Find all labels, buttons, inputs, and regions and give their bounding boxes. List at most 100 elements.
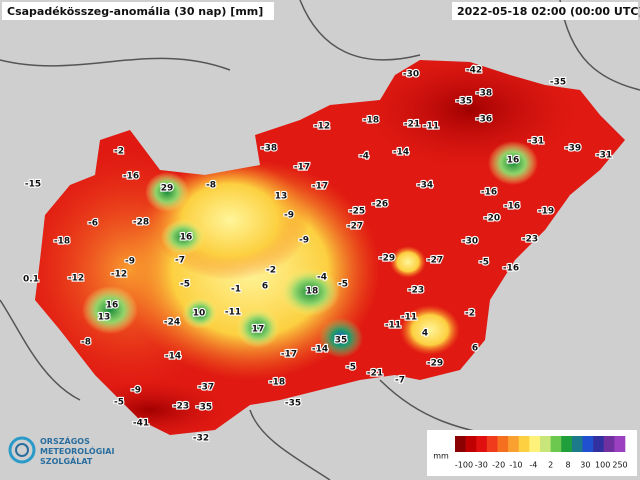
station-value: -12 [111, 270, 127, 280]
station-value: -16 [481, 188, 497, 198]
station-value: -23 [408, 286, 424, 296]
station-value: -34 [417, 181, 433, 191]
logo-line: METEOROLÓGIAI [40, 445, 114, 456]
legend-unit: mm [433, 452, 449, 461]
legend-tick: 8 [565, 461, 570, 470]
station-value: -16 [503, 264, 519, 274]
timestamp: 2022-05-18 02:00 (00:00 UTC) [457, 5, 640, 18]
station-value: -31 [596, 151, 612, 161]
legend-tick: -10 [509, 461, 522, 470]
legend-swatch [497, 436, 509, 452]
station-value: -5 [338, 280, 348, 290]
station-value: -9 [125, 257, 135, 267]
legend-swatch [571, 436, 583, 452]
legend-swatch [476, 436, 488, 452]
station-value: -35 [196, 403, 212, 413]
title-box [2, 2, 274, 20]
legend-tick: 2 [548, 461, 553, 470]
station-value: -9 [131, 386, 141, 396]
station-value: -12 [314, 122, 330, 132]
legend-swatch [561, 436, 573, 452]
station-value: -17 [281, 350, 297, 360]
legend-swatch [529, 436, 541, 452]
title: Csapadékösszeg-anomália (30 nap) [mm] [7, 5, 263, 18]
station-value: 4 [422, 329, 428, 339]
legend-tick: 30 [580, 461, 590, 470]
legend-tick: -4 [529, 461, 537, 470]
station-value: -18 [54, 237, 70, 247]
station-value: 10 [193, 309, 206, 319]
station-value: -11 [385, 321, 401, 331]
station-value: -18 [269, 378, 285, 388]
legend-swatch [518, 436, 530, 452]
station-value: -20 [484, 214, 500, 224]
station-value: 16 [106, 301, 119, 311]
logo-line: SZOLGÁLAT [40, 455, 93, 466]
station-value: -11 [225, 308, 241, 318]
station-value: -37 [198, 383, 214, 393]
station-value: -30 [403, 70, 419, 80]
station-value: -24 [164, 318, 180, 328]
station-value: -26 [372, 200, 388, 210]
legend-swatch [593, 436, 605, 452]
station-value: -28 [133, 218, 149, 228]
station-value: 29 [161, 184, 174, 194]
station-value: -38 [476, 89, 492, 99]
legend-tick: -30 [475, 461, 488, 470]
station-value: -36 [476, 115, 492, 125]
station-value: 6 [262, 282, 268, 292]
station-value: -11 [423, 122, 439, 132]
legend-swatch [540, 436, 551, 452]
station-value: 0.1 [23, 275, 39, 285]
station-value: 16 [180, 233, 193, 243]
station-value: -21 [404, 120, 420, 130]
station-value: 16 [507, 156, 520, 166]
station-value: -14 [165, 352, 181, 362]
legend-swatch [550, 436, 562, 452]
legend-tick: -20 [492, 461, 505, 470]
legend-tick: 250 [612, 461, 627, 470]
station-value: -30 [462, 237, 478, 247]
station-value: -42 [466, 66, 482, 76]
station-value: 17 [252, 325, 265, 335]
station-value: 18 [306, 287, 319, 297]
legend-swatch [465, 436, 477, 452]
station-value: -16 [504, 202, 520, 212]
station-value: 6 [472, 344, 478, 354]
station-value: -4 [317, 273, 327, 283]
station-value: -15 [25, 180, 41, 190]
station-value: 13 [275, 192, 288, 202]
station-value: -12 [68, 274, 84, 284]
station-value: -2 [465, 309, 475, 319]
station-value: -31 [528, 137, 544, 147]
station-value: -5 [346, 363, 356, 373]
station-value: -14 [312, 345, 328, 355]
logo-line: ORSZÁGOS [40, 435, 90, 446]
station-value: -35 [550, 78, 566, 88]
legend-swatch [508, 436, 520, 452]
station-value: -5 [114, 398, 124, 408]
station-value: -25 [349, 207, 365, 217]
station-value: -29 [427, 359, 443, 369]
legend-tick: 100 [595, 461, 610, 470]
station-value: -23 [522, 235, 538, 245]
station-value: -7 [395, 376, 405, 386]
station-value: -8 [206, 181, 216, 191]
station-value: -27 [427, 256, 443, 266]
legend-swatch [455, 436, 466, 452]
station-value: -19 [538, 207, 554, 217]
station-value: -14 [393, 148, 409, 158]
station-value: -5 [180, 280, 190, 290]
station-value: -9 [299, 236, 309, 246]
station-value: -23 [173, 402, 189, 412]
station-value: -1 [231, 285, 241, 295]
station-value: 35 [335, 336, 348, 346]
legend-swatch [582, 436, 594, 452]
station-value: -8 [81, 338, 91, 348]
legend-tick: -100 [455, 461, 473, 470]
station-value: -16 [123, 172, 139, 182]
station-value: -7 [175, 256, 185, 266]
timestamp-box [452, 2, 638, 20]
station-value: -21 [367, 369, 383, 379]
